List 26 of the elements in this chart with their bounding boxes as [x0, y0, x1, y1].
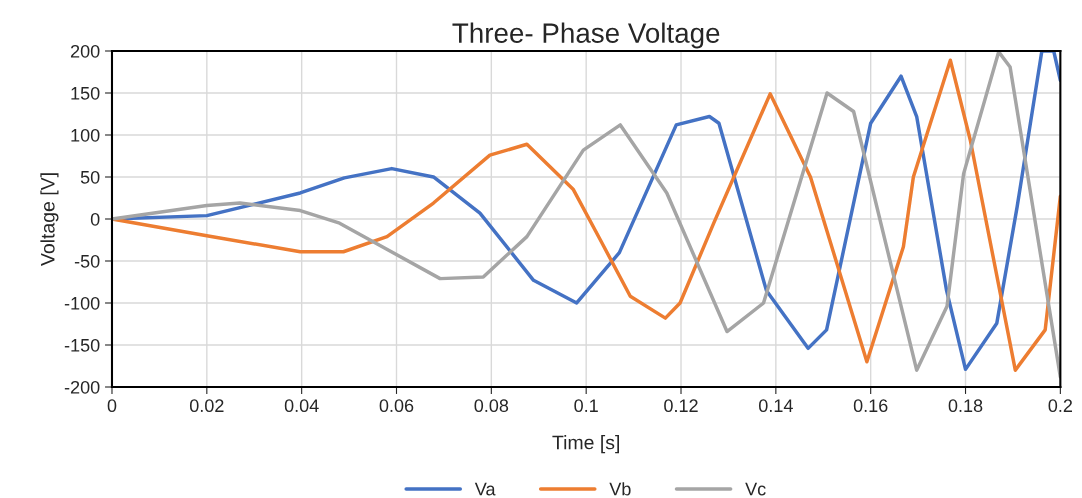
y-tick-label: 150	[71, 86, 100, 100]
legend-label: Va	[474, 482, 496, 496]
y-tick-label: 50	[80, 170, 100, 184]
x-tick-label: 0.14	[758, 399, 793, 413]
x-tick-label: 0.04	[284, 399, 319, 413]
x-tick-label: 0	[107, 399, 117, 413]
x-tick-label: 0.06	[379, 399, 414, 413]
x-tick-label: 0.08	[474, 399, 509, 413]
x-tick-label: 0.12	[664, 399, 698, 413]
legend-label: Vc	[745, 482, 766, 496]
x-tick-label: 0.1	[574, 399, 598, 413]
x-axis-title: Time [s]	[552, 435, 619, 454]
legend-label: Vb	[609, 482, 631, 496]
x-tick-label: 0.16	[853, 399, 888, 413]
chart-title: Three- Phase Voltage	[452, 22, 720, 49]
y-tick-label: -150	[64, 338, 100, 352]
y-tick-label: 200	[70, 44, 100, 58]
x-tick-label: 0.2	[1048, 399, 1072, 413]
y-tick-label: -50	[74, 254, 100, 268]
y-tick-label: -200	[64, 380, 100, 394]
x-tick-label: 0.18	[948, 399, 983, 413]
y-tick-label: 0	[90, 212, 100, 226]
y-tick-label: 100	[71, 128, 100, 142]
y-axis-title: Voltage [V]	[40, 173, 59, 266]
y-tick-label: -100	[64, 296, 100, 310]
x-tick-label: 0.02	[189, 399, 224, 413]
